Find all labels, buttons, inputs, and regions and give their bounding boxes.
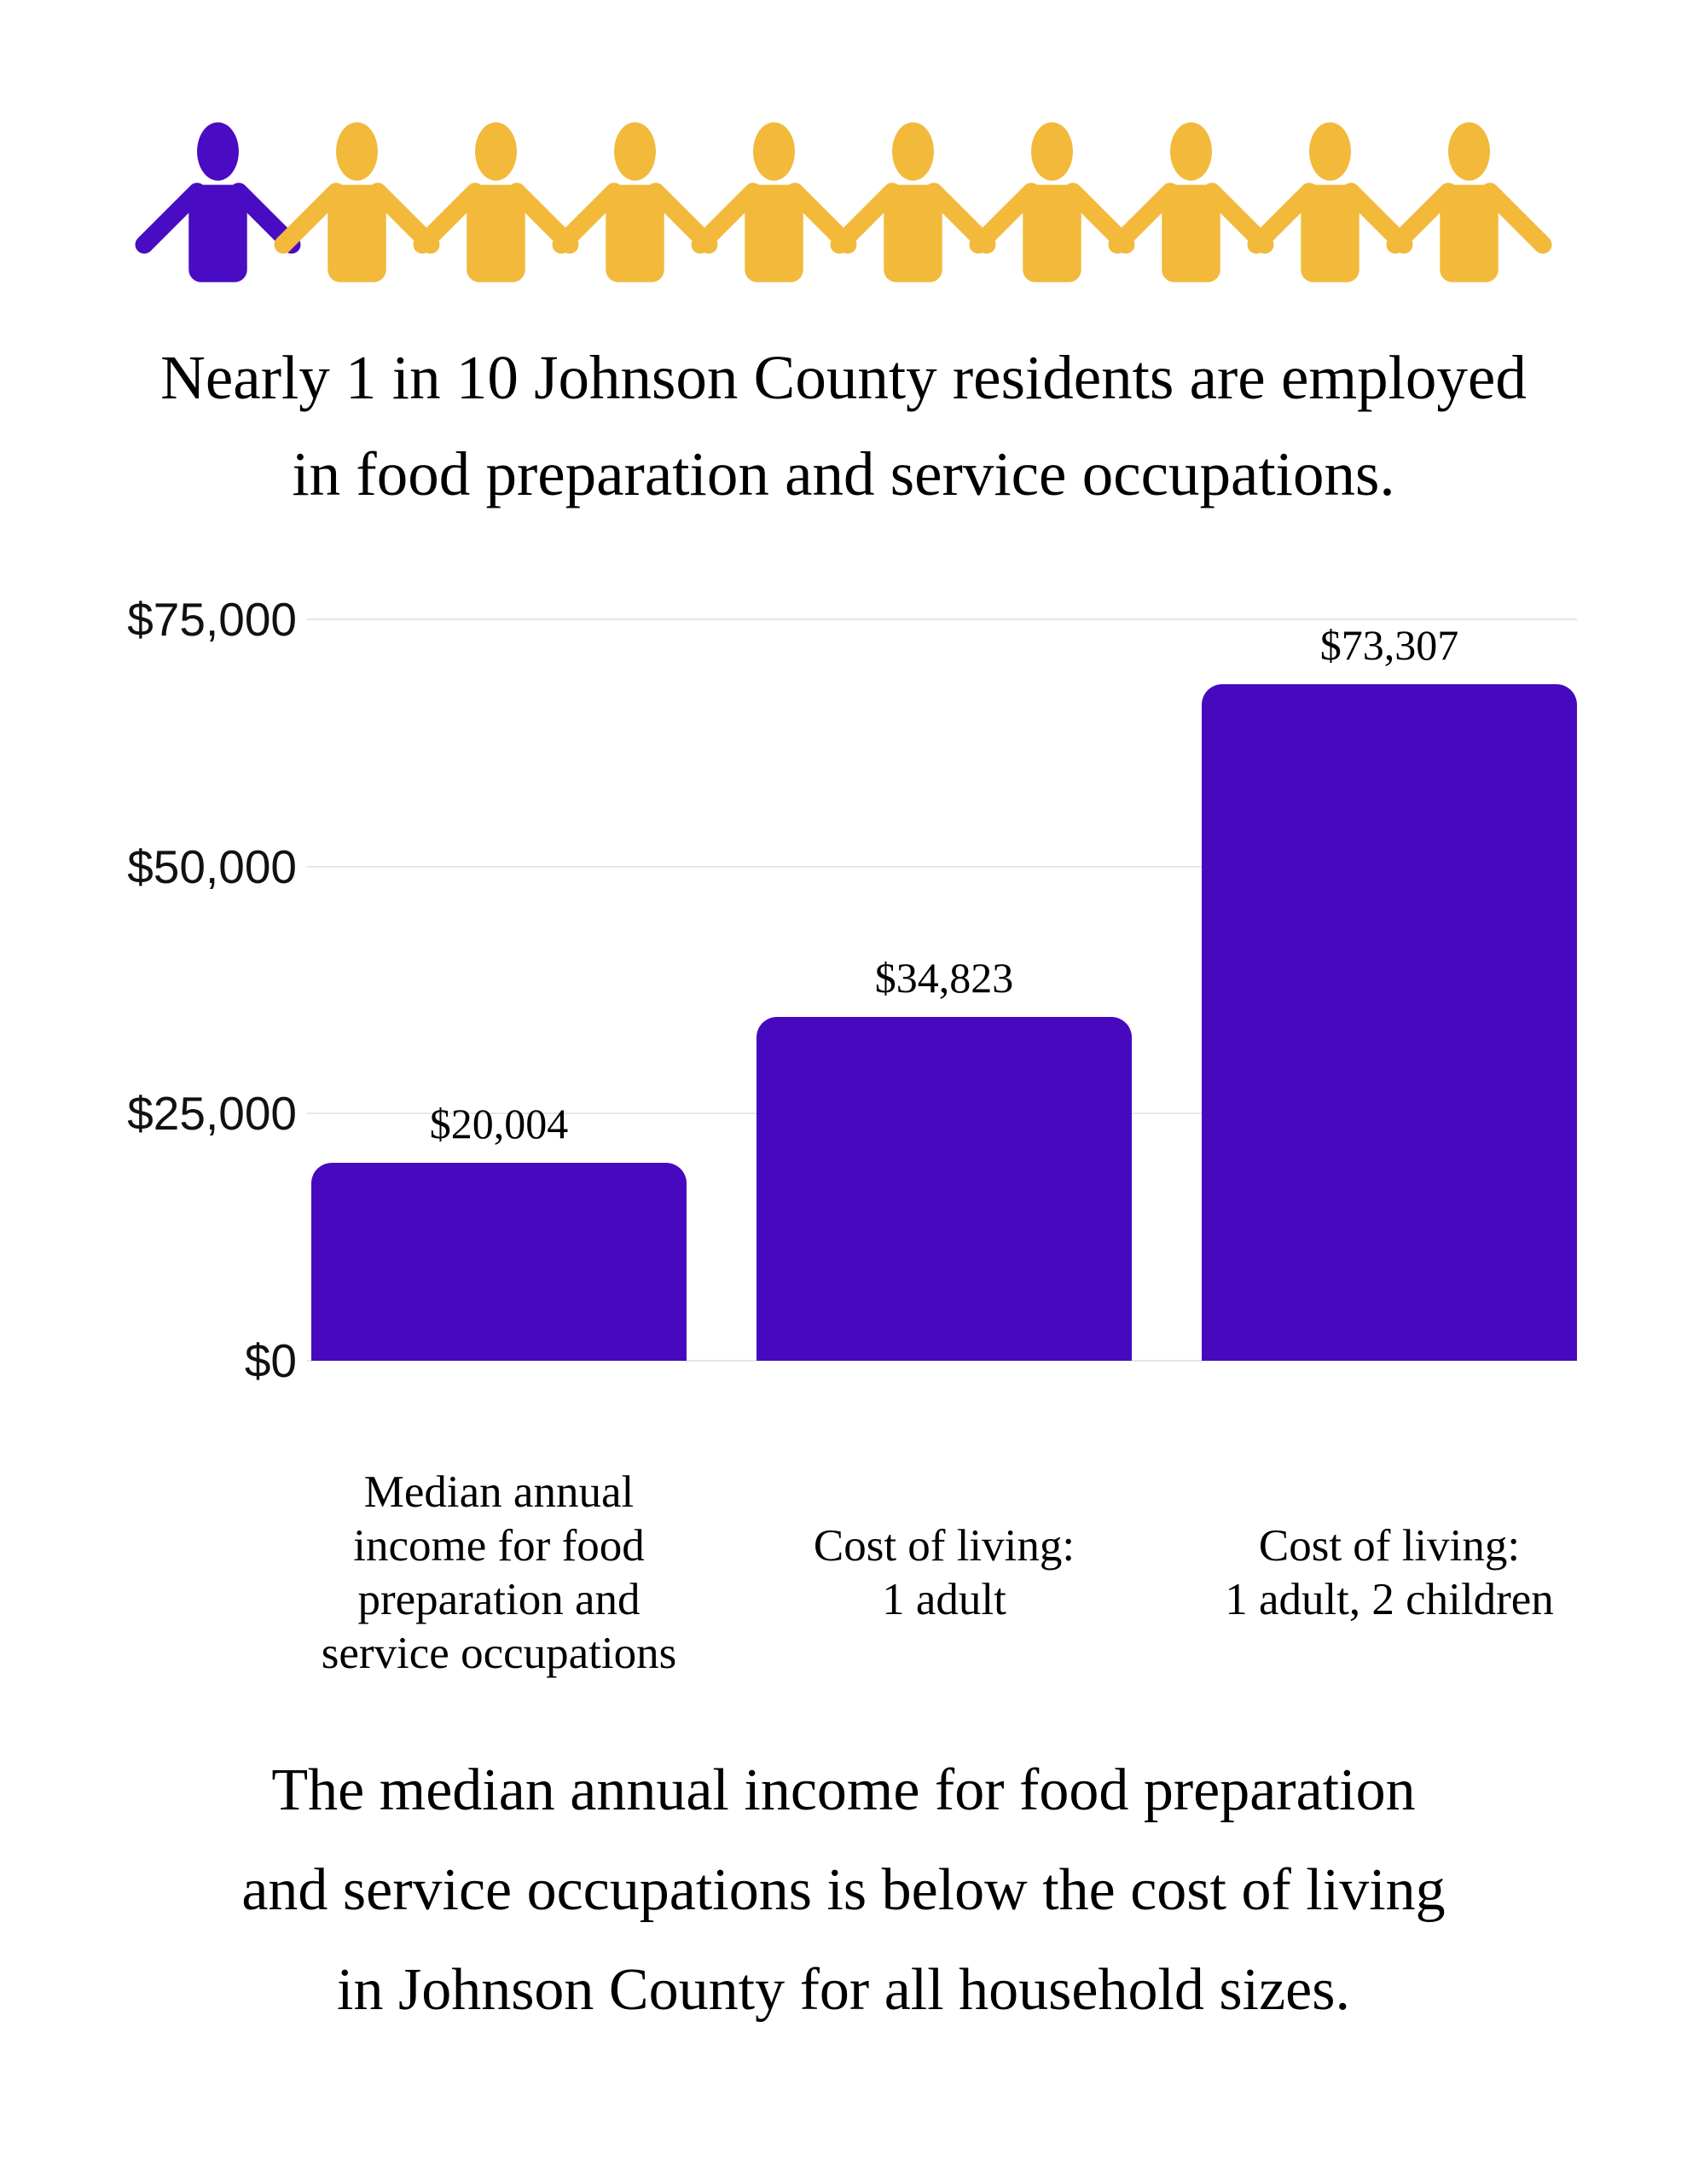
gridline [307, 619, 1577, 620]
category-label: Median annual income for food preparatio… [321, 1467, 677, 1678]
y-axis-tick-label: $25,000 [127, 1087, 297, 1141]
person-icon [413, 122, 579, 282]
person-icon [830, 122, 996, 282]
y-axis-tick-label: $50,000 [127, 839, 297, 893]
headline-text: Nearly 1 in 10 Johnson County residents … [160, 343, 1527, 508]
person-icon [1247, 122, 1413, 282]
person-icon [1386, 122, 1552, 282]
x-axis-labels: Median annual income for food preparatio… [307, 1461, 1577, 1686]
y-axis: $75,000 $50,000 $25,000 $0 [0, 593, 297, 1387]
person-icon [135, 122, 301, 282]
y-axis-tick-label: $75,000 [127, 593, 297, 646]
category-label: Cost of living: 1 adult [813, 1521, 1075, 1624]
person-icon [691, 122, 857, 282]
bar-value-label: $34,823 [874, 953, 1014, 1002]
category-label: Cost of living: 1 adult, 2 children [1225, 1521, 1554, 1624]
person-icon [274, 122, 440, 282]
bar-group: $34,823 [757, 619, 1132, 1361]
plot-area: $20,004 $34,823 $73,307 [307, 619, 1577, 1362]
y-axis-tick-label: $0 [244, 1334, 297, 1387]
person-icon [552, 122, 718, 282]
people-icons-row [0, 122, 1687, 282]
bar-value-label: $73,307 [1319, 621, 1459, 669]
footer-text: The median annual income for food prepar… [241, 1757, 1446, 2023]
bar [1202, 684, 1577, 1361]
bar [311, 1163, 687, 1361]
person-icon [1108, 122, 1274, 282]
bar-group: $73,307 [1202, 619, 1577, 1361]
gridline [307, 1360, 1577, 1362]
bar-value-label: $20,004 [429, 1100, 569, 1148]
person-icon [969, 122, 1135, 282]
gridline [307, 865, 1577, 868]
bar [757, 1016, 1132, 1361]
bar-group: $20,004 [311, 619, 687, 1361]
